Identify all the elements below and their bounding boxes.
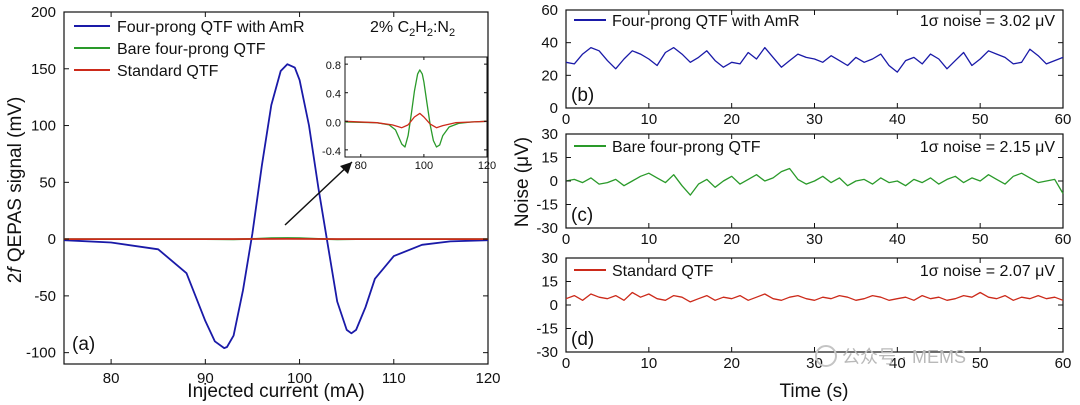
panel-d-xtick-label: 0: [562, 355, 570, 372]
panel-a-ytick-label: 50: [39, 174, 56, 191]
panel-label-d: (d): [571, 329, 594, 350]
x-axis-label-time: Time (s): [780, 381, 849, 402]
panel-a-ytick-label: -50: [34, 288, 56, 305]
panel-a-xtick-label: 100: [287, 370, 312, 387]
watermark: 公众号 · MEMS: [815, 345, 966, 367]
noise-value-d: 1σ noise = 2.07 μV: [920, 263, 1056, 280]
inset-xtick-label: 80: [355, 160, 367, 172]
legend-label-four-prong: Four-prong QTF with AmR: [117, 19, 305, 36]
panel-c-xtick-label: 0: [562, 231, 570, 248]
x-axis-label-a: Injected current (mA): [187, 381, 364, 402]
panel-b-ytick-label: 60: [541, 2, 558, 19]
panel-a-ytick-label: 100: [31, 118, 56, 135]
panel-b-xtick-label: 50: [972, 111, 989, 128]
panel-d-ytick-label: 30: [541, 250, 558, 267]
inset-ytick-label: -0.4: [322, 146, 341, 158]
panel-b-xtick-label: 30: [806, 111, 823, 128]
panel-d-ytick-label: 0: [550, 297, 558, 314]
panel-d-xtick-label: 50: [972, 355, 989, 372]
panel-d-series-0-line: [565, 291, 1064, 303]
legend-label-d: Standard QTF: [612, 263, 714, 280]
panel-a-xtick-label: 110: [382, 370, 406, 387]
noise-value-c: 1σ noise = 2.15 μV: [920, 139, 1056, 156]
legend-label-bare: Bare four-prong QTF: [117, 41, 266, 58]
inset-xtick-label: 120: [478, 160, 496, 172]
panel-a-xtick-label: 80: [103, 370, 120, 387]
inset-ytick-label: 0.8: [326, 60, 341, 72]
legend-label-standard: Standard QTF: [117, 63, 219, 80]
panel-a-series-0-line: [63, 63, 489, 350]
panel-c-ytick-label: 0: [550, 173, 558, 190]
panel-a-ytick-label: 0: [48, 231, 56, 248]
panel-a-ytick-label: 150: [31, 61, 56, 78]
panel-c-xtick-label: 30: [806, 231, 823, 248]
inset-series-1-line: [344, 112, 488, 129]
wechat-icon: [815, 345, 837, 367]
panel-b-xtick-label: 20: [723, 111, 740, 128]
inset-xtick-label: 100: [415, 160, 433, 172]
panel-c-ytick-label: -15: [536, 197, 558, 214]
panel-b-ytick-label: 20: [541, 67, 558, 84]
panel-c-ytick-label: 15: [541, 150, 558, 167]
panel-b: 0 10 20 30 40 50 60 0 20 40 60 Four-prong QTF with…: [541, 2, 1071, 128]
panel-c-xtick-label: 50: [972, 231, 989, 248]
panel-a-xtick-label: 120: [475, 370, 500, 387]
legend-label-c: Bare four-prong QTF: [612, 139, 761, 156]
panel-b-xtick-label: 40: [889, 111, 906, 128]
panel-a-ytick-label: -100: [26, 345, 56, 362]
panel-c-ytick-label: -30: [536, 220, 558, 237]
panel-a-frame: [63, 11, 489, 365]
noise-value-b: 1σ noise = 3.02 μV: [920, 13, 1056, 30]
panel-d-xtick-label: 20: [723, 355, 740, 372]
panel-c-xtick-label: 40: [889, 231, 906, 248]
panel-label-b: (b): [571, 85, 594, 106]
panel-d-ytick-label: 15: [541, 274, 558, 291]
panel-a-ytick-label: 200: [31, 4, 56, 21]
legend-a: Four-prong QTF with AmR Bare four-prong …: [74, 19, 305, 80]
inset-plot: 80 100 120 -0.4 0.0 0.4 0.8: [322, 56, 496, 172]
panel-b-xtick-label: 10: [640, 111, 657, 128]
legend-label-b: Four-prong QTF with AmR: [612, 13, 800, 30]
panel-c-series-0-line: [565, 167, 1064, 196]
inset-arrow: [284, 161, 353, 226]
panel-label-c: (c): [571, 205, 593, 226]
watermark-text: 公众号 · MEMS: [842, 347, 966, 367]
panel-c-xtick-label: 60: [1055, 231, 1072, 248]
panel-d-xtick-label: 60: [1055, 355, 1072, 372]
panel-c-xtick-label: 10: [640, 231, 657, 248]
panel-c-ytick-label: 30: [541, 126, 558, 143]
panel-b-ytick-label: 40: [541, 35, 558, 52]
inset-arrow-head: [340, 162, 352, 174]
panel-b-xtick-label: 60: [1055, 111, 1072, 128]
panel-d-xtick-label: 10: [640, 355, 657, 372]
inset-ytick-label: 0.4: [326, 89, 341, 101]
panel-b-xtick-label: 0: [562, 111, 570, 128]
panel-a: 80 90 100 110 120 -100 -50 0 50 100 150 200 80 100 12…: [5, 4, 501, 402]
panel-b-ytick-label: 0: [550, 100, 558, 117]
panel-b-series-0-line: [565, 46, 1064, 73]
inset-frame: [344, 56, 488, 158]
panel-d-ytick-label: -30: [536, 344, 558, 361]
panel-d-xtick-label: 30: [806, 355, 823, 372]
gas-annotation: 2% C2H2:N2: [370, 19, 455, 39]
panel-a-xtick-label: 90: [197, 370, 214, 387]
panel-c-xtick-label: 20: [723, 231, 740, 248]
y-axis-label-noise: Noise (μV): [512, 137, 533, 227]
panel-d-ytick-label: -15: [536, 321, 558, 338]
panel-label-a: (a): [72, 334, 95, 355]
inset-ytick-label: 0.0: [326, 117, 341, 129]
y-axis-label-a: 2f QEPAS signal (mV): [5, 97, 26, 284]
panel-d-xtick-label: 40: [889, 355, 906, 372]
inset-series-0-line: [344, 69, 488, 148]
